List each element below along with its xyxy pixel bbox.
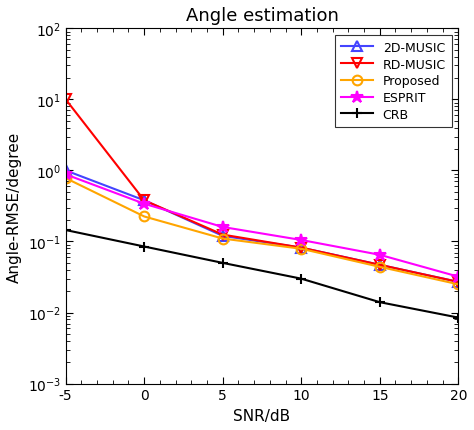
RD-MUSIC — [377, 263, 383, 268]
CRB — [220, 261, 226, 266]
Proposed — [456, 282, 461, 287]
ESPRIT — [220, 225, 226, 230]
2D-MUSIC — [141, 198, 147, 203]
Y-axis label: Angle-RMSE/degree: Angle-RMSE/degree — [7, 131, 22, 282]
2D-MUSIC — [220, 234, 226, 239]
Line: ESPRIT: ESPRIT — [59, 169, 465, 283]
Line: 2D-MUSIC: 2D-MUSIC — [61, 166, 463, 287]
Proposed — [141, 215, 147, 220]
Title: Angle estimation: Angle estimation — [185, 7, 338, 25]
RD-MUSIC — [63, 98, 69, 103]
Legend: 2D-MUSIC, RD-MUSIC, Proposed, ESPRIT, CRB: 2D-MUSIC, RD-MUSIC, Proposed, ESPRIT, CR… — [335, 35, 452, 128]
ESPRIT — [63, 172, 69, 178]
CRB — [141, 244, 147, 249]
CRB — [377, 300, 383, 305]
2D-MUSIC — [299, 246, 304, 251]
2D-MUSIC — [63, 169, 69, 174]
ESPRIT — [299, 238, 304, 243]
ESPRIT — [141, 202, 147, 207]
2D-MUSIC — [377, 263, 383, 268]
CRB — [456, 315, 461, 320]
Proposed — [377, 264, 383, 270]
Line: RD-MUSIC: RD-MUSIC — [61, 95, 463, 287]
RD-MUSIC — [299, 246, 304, 251]
Line: CRB: CRB — [61, 226, 463, 322]
ESPRIT — [456, 274, 461, 280]
Line: Proposed: Proposed — [61, 174, 463, 289]
ESPRIT — [377, 252, 383, 258]
CRB — [63, 228, 69, 233]
X-axis label: SNR/dB: SNR/dB — [233, 408, 291, 423]
CRB — [299, 276, 304, 282]
Proposed — [299, 247, 304, 252]
RD-MUSIC — [220, 233, 226, 238]
2D-MUSIC — [456, 280, 461, 285]
Proposed — [63, 176, 69, 181]
RD-MUSIC — [141, 198, 147, 203]
Proposed — [220, 237, 226, 242]
RD-MUSIC — [456, 280, 461, 285]
